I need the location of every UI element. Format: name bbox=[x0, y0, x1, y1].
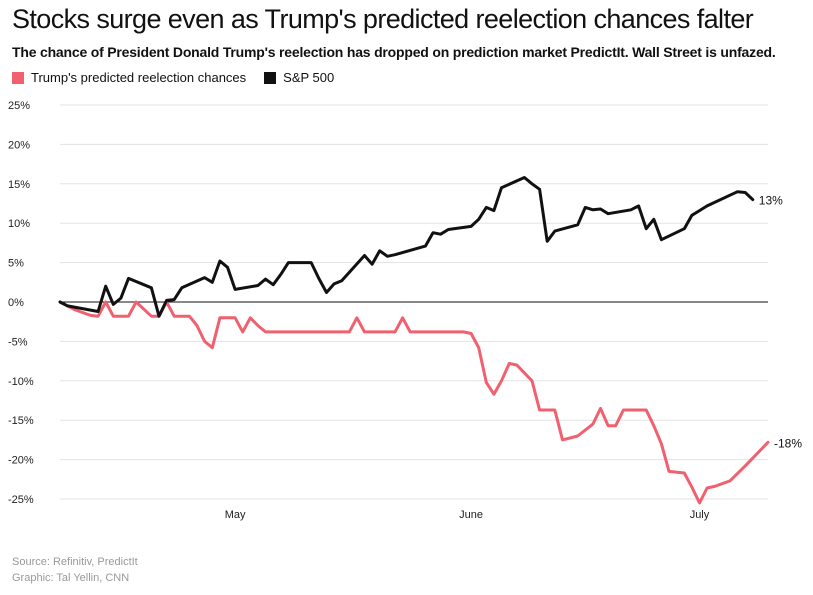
x-axis: May June July bbox=[225, 509, 710, 521]
y-tick-label: 5% bbox=[8, 258, 24, 270]
y-tick-label: 15% bbox=[8, 179, 30, 191]
x-tick-label: July bbox=[690, 509, 710, 521]
graphic-credit: Graphic: Tal Yellin, CNN bbox=[12, 572, 130, 584]
x-tick-label: May bbox=[225, 509, 246, 521]
legend: Trump's predicted reelection chances S&P… bbox=[12, 70, 352, 85]
series-end-label: -18% bbox=[774, 436, 802, 450]
y-tick-label: 20% bbox=[8, 139, 30, 151]
sp500-line bbox=[58, 176, 755, 318]
legend-label-sp500: S&P 500 bbox=[283, 70, 335, 85]
series-lines bbox=[58, 176, 770, 505]
legend-swatch-trump bbox=[12, 71, 24, 84]
y-tick-label: -5% bbox=[8, 336, 28, 348]
legend-label-trump: Trump's predicted reelection chances bbox=[31, 70, 247, 85]
y-tick-label: -10% bbox=[8, 376, 34, 388]
end-labels: -18% 13% bbox=[759, 194, 803, 451]
y-tick-label: -25% bbox=[8, 494, 34, 506]
y-tick-label: 0% bbox=[8, 297, 24, 309]
trump-chances-line bbox=[58, 300, 770, 505]
legend-swatch-sp500 bbox=[264, 71, 277, 84]
chart-title: Stocks surge even as Trump's predicted r… bbox=[12, 4, 754, 34]
source-note: Source: Refinitiv, PredictIt bbox=[12, 556, 138, 568]
y-axis: 25% 20% 15% 10% 5% 0% -5% -10% -15% -20% -25% bbox=[8, 100, 34, 506]
series-end-label: 13% bbox=[759, 194, 783, 208]
x-tick-label: June bbox=[459, 509, 483, 521]
y-tick-label: 25% bbox=[8, 100, 30, 112]
y-tick-label: 10% bbox=[8, 218, 30, 230]
legend-item-trump: Trump's predicted reelection chances bbox=[12, 70, 246, 85]
chart-subtitle: The chance of President Donald Trump's r… bbox=[12, 44, 776, 60]
y-tick-label: -15% bbox=[8, 415, 34, 427]
legend-item-sp500: S&P 500 bbox=[264, 70, 334, 85]
y-tick-label: -20% bbox=[8, 455, 34, 467]
